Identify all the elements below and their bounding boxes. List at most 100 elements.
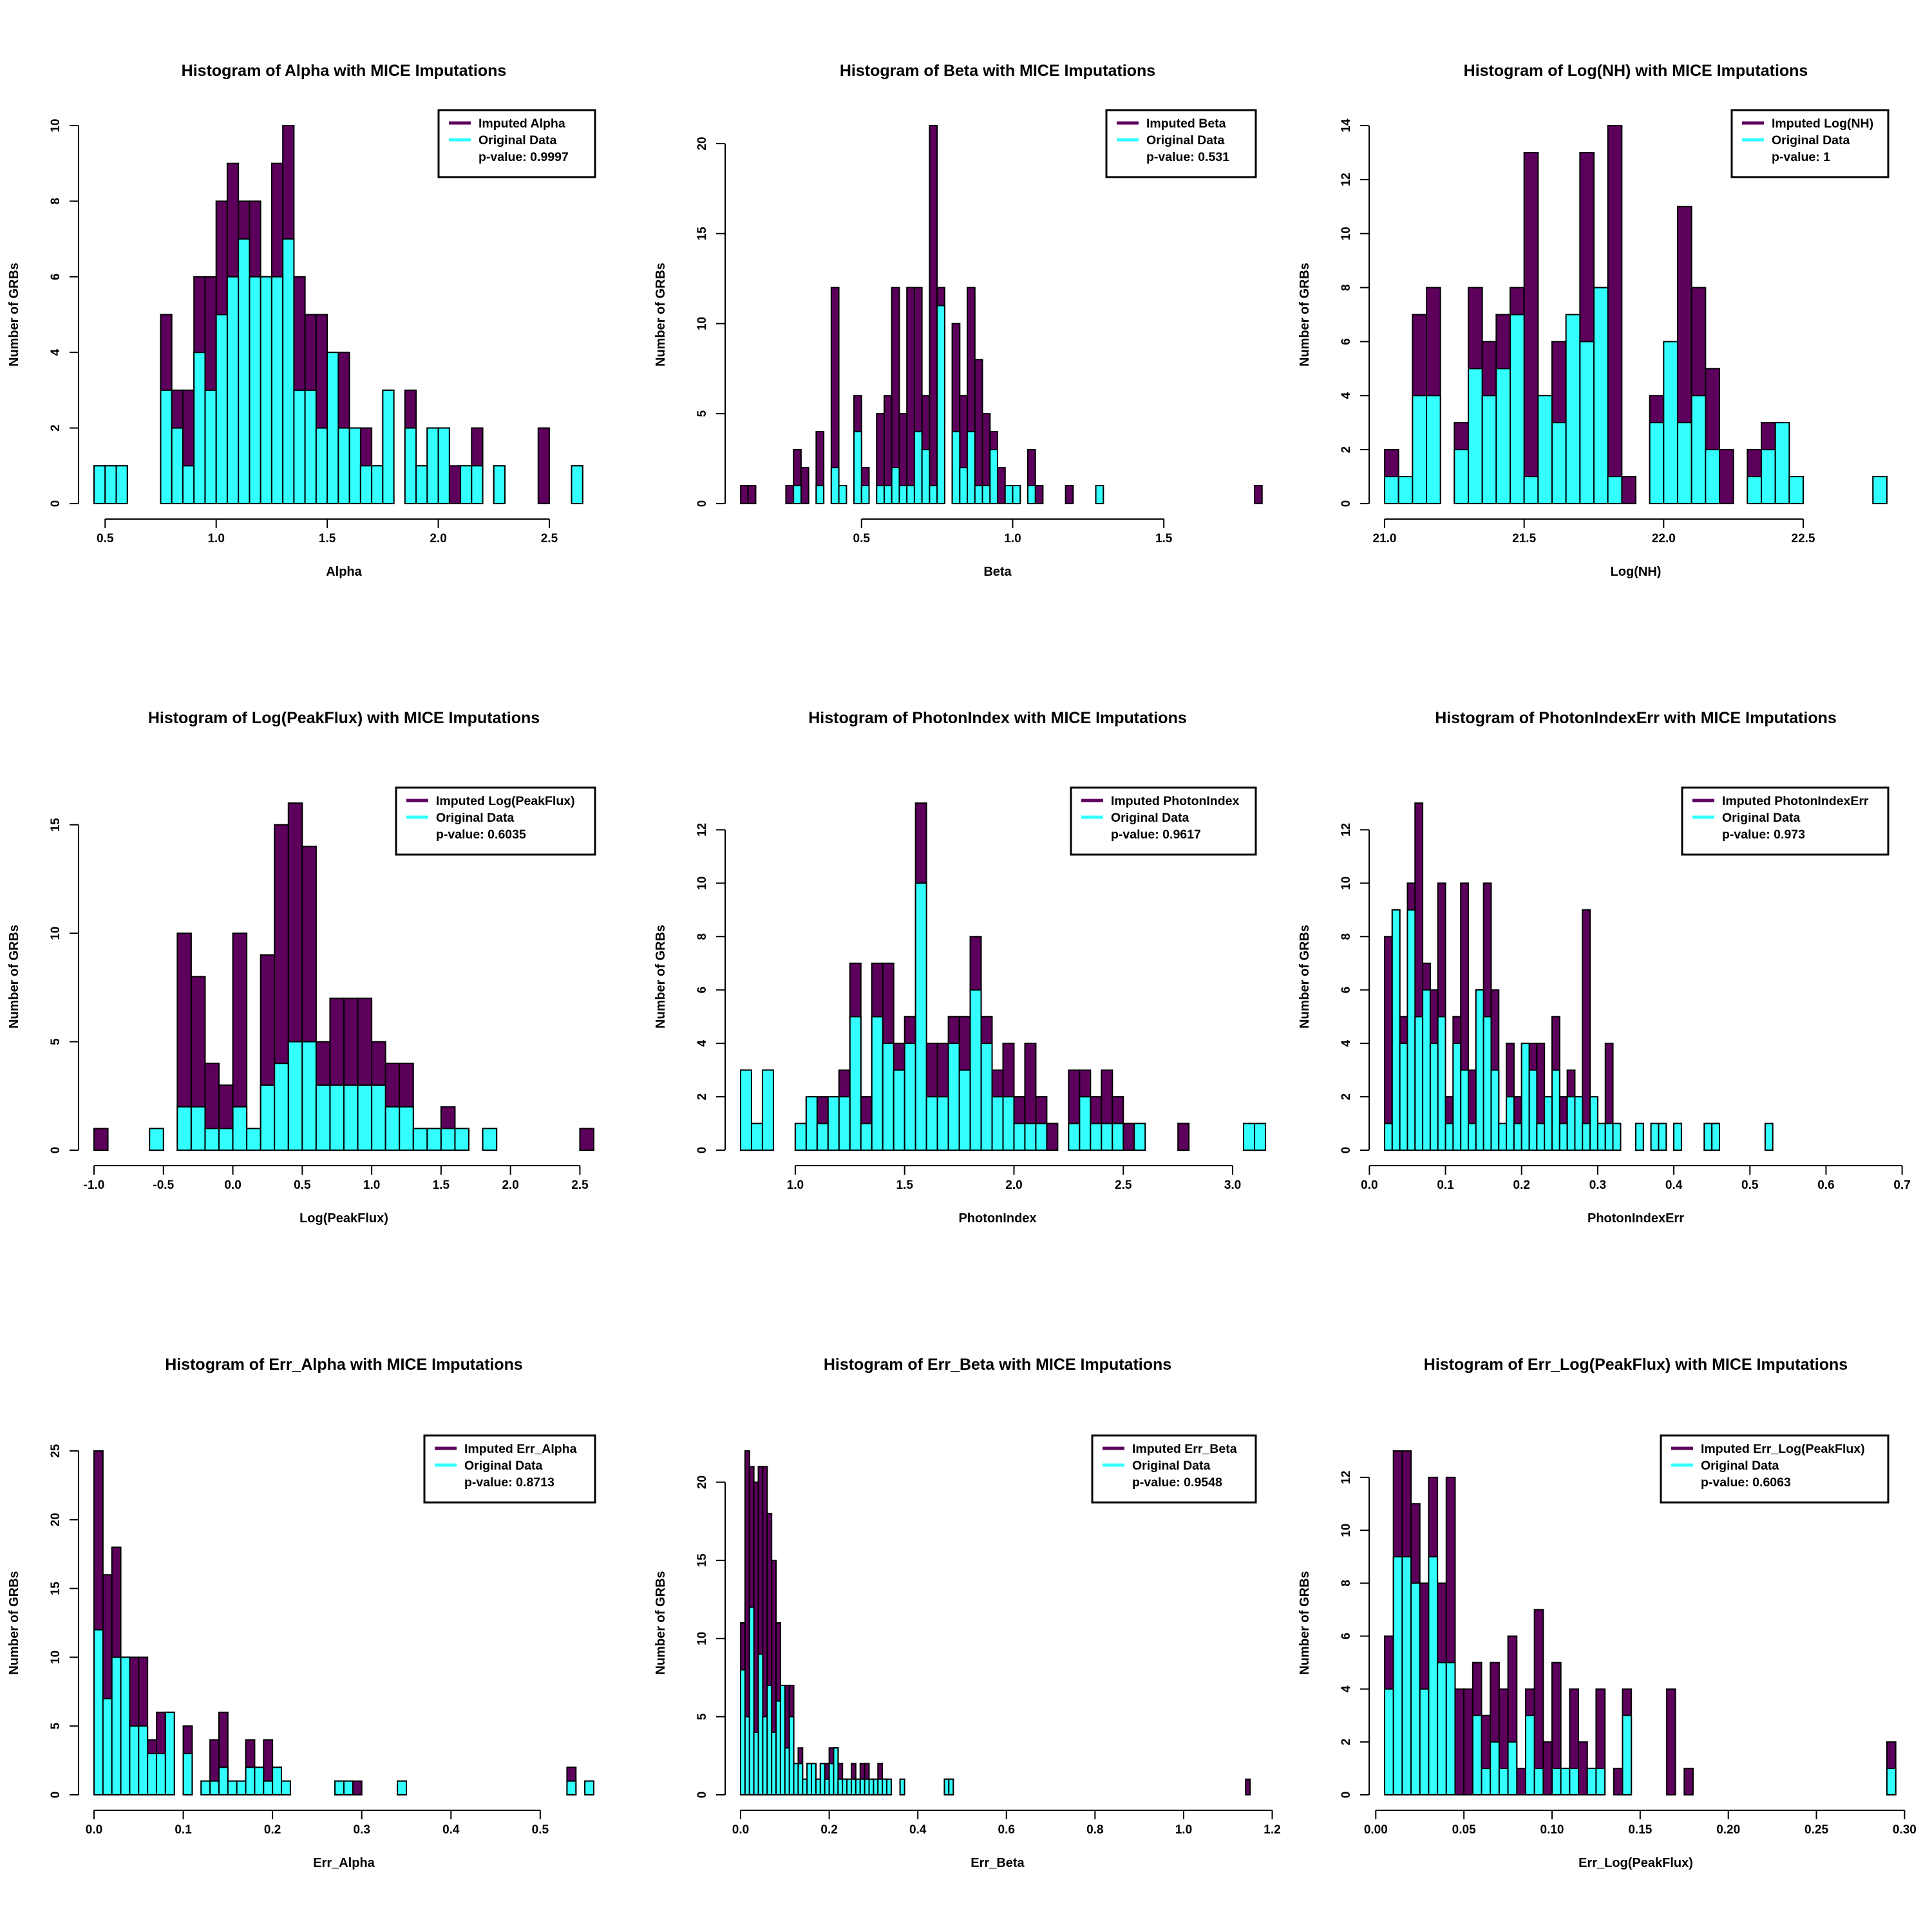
x-tick-label: 0.0 xyxy=(732,1823,749,1837)
original-bar xyxy=(1454,449,1470,505)
original-bar xyxy=(748,1606,755,1795)
y-tick-label: 10 xyxy=(1340,227,1353,240)
original-bar xyxy=(794,1122,807,1151)
original-bar xyxy=(120,1656,131,1795)
original-bar xyxy=(969,989,982,1151)
original-bar xyxy=(936,305,945,504)
original-bar xyxy=(343,1780,354,1795)
imputed-bar xyxy=(1613,1767,1624,1795)
original-bar xyxy=(1437,1662,1447,1796)
original-bar xyxy=(1774,422,1790,505)
y-axis-label: Number of GRBs xyxy=(1298,1571,1312,1674)
original-bar xyxy=(1384,1688,1394,1795)
imputed-bar xyxy=(1607,125,1623,504)
imputed-bar xyxy=(1122,1122,1135,1151)
y-tick-label: 10 xyxy=(1340,1524,1353,1537)
original-bar xyxy=(1090,1122,1103,1151)
original-bar xyxy=(802,1778,808,1795)
original-bar xyxy=(281,1780,291,1795)
original-bar xyxy=(482,1128,498,1151)
imputed-bar xyxy=(785,485,795,504)
y-axis-label: Number of GRBs xyxy=(654,1571,668,1674)
y-tick-label: 0 xyxy=(49,500,62,507)
original-bar xyxy=(849,1016,862,1151)
imputed-bar xyxy=(1665,1688,1676,1795)
histogram-panel: Histogram of PhotonIndexErr with MICE Im… xyxy=(1298,709,1911,1226)
y-tick-label: 8 xyxy=(696,933,709,940)
original-bar xyxy=(793,485,802,504)
original-bar xyxy=(1524,1714,1535,1796)
original-bar xyxy=(793,1763,799,1795)
original-bar xyxy=(1533,1767,1544,1795)
original-bar xyxy=(1513,1122,1522,1151)
original-bar xyxy=(1520,1043,1530,1151)
original-bar xyxy=(190,1106,206,1151)
original-bar xyxy=(1596,1122,1606,1151)
y-tick-label: 15 xyxy=(696,1553,709,1567)
legend: Imputed PhotonIndex Original Data p-value:… xyxy=(1070,786,1257,856)
original-bar xyxy=(1705,449,1721,505)
original-bar xyxy=(1747,476,1763,505)
original-bar xyxy=(571,465,583,504)
original-bar xyxy=(357,1084,373,1151)
original-bar xyxy=(329,1084,345,1151)
original-bar xyxy=(815,485,825,504)
legend-imputed-label: Imputed PhotonIndexErr xyxy=(1722,794,1869,808)
original-bar xyxy=(947,1043,960,1151)
original-bar xyxy=(1569,1767,1580,1795)
original-bar xyxy=(855,1778,861,1795)
y-tick-label: 10 xyxy=(49,1651,62,1664)
original-bar xyxy=(260,1084,276,1151)
original-bar xyxy=(147,1752,157,1795)
original-bar xyxy=(1537,395,1553,504)
original-bar xyxy=(936,1096,949,1151)
original-bar xyxy=(1761,449,1776,505)
original-bar xyxy=(129,1725,140,1795)
x-tick-label: 0.30 xyxy=(1893,1823,1917,1837)
original-bar xyxy=(838,485,848,504)
original-bar xyxy=(1558,1122,1568,1151)
original-bar xyxy=(1507,1741,1518,1796)
original-bar xyxy=(1460,1069,1469,1151)
original-bar xyxy=(883,485,893,504)
original-bar xyxy=(1429,1043,1439,1151)
original-bar xyxy=(371,1084,386,1151)
original-bar xyxy=(871,1016,884,1151)
imputed-bar xyxy=(800,467,810,504)
x-tick-label: 2.0 xyxy=(502,1179,518,1192)
y-axis-label: Number of GRBs xyxy=(1298,263,1312,366)
original-bar xyxy=(1650,1122,1660,1151)
original-bar xyxy=(833,1747,839,1795)
original-bar xyxy=(1004,485,1014,504)
original-bar xyxy=(193,352,206,505)
original-bar xyxy=(304,389,317,505)
y-tick-label: 8 xyxy=(1340,933,1353,940)
legend-pvalue-label: p-value: 0.6035 xyxy=(436,828,526,842)
x-tick-label: 1.5 xyxy=(896,1179,913,1192)
y-tick-label: 8 xyxy=(1340,1580,1353,1587)
original-bar xyxy=(1445,1662,1456,1796)
legend: Imputed Log(NH) Original Data p-value: 1 xyxy=(1730,109,1889,178)
y-tick-label: 5 xyxy=(696,410,709,417)
x-tick-label: 0.0 xyxy=(224,1179,241,1192)
original-bar xyxy=(493,465,506,504)
original-bar xyxy=(837,1778,844,1795)
original-bar xyxy=(740,1669,746,1796)
original-bar xyxy=(1551,1069,1560,1151)
legend-imputed-label: Imputed Err_Alpha xyxy=(464,1442,577,1456)
original-bar xyxy=(327,352,339,505)
histogram-panel: Histogram of PhotonIndex with MICE Imput… xyxy=(654,709,1266,1226)
original-bar xyxy=(209,1780,220,1795)
original-bar xyxy=(1551,1767,1562,1795)
original-bar xyxy=(886,1778,892,1795)
imputed-bar xyxy=(1683,1767,1694,1795)
original-bar xyxy=(176,1106,192,1151)
original-bar xyxy=(566,1780,577,1795)
x-tick-label: 2.5 xyxy=(1115,1179,1132,1192)
x-tick-label: 2.0 xyxy=(1005,1179,1022,1192)
original-bar xyxy=(1027,485,1036,504)
original-bar xyxy=(471,465,484,504)
original-bar xyxy=(1566,1096,1576,1151)
x-tick-label: 0.15 xyxy=(1628,1823,1652,1837)
chart-title: Histogram of PhotonIndexErr with MICE Im… xyxy=(1435,709,1837,727)
